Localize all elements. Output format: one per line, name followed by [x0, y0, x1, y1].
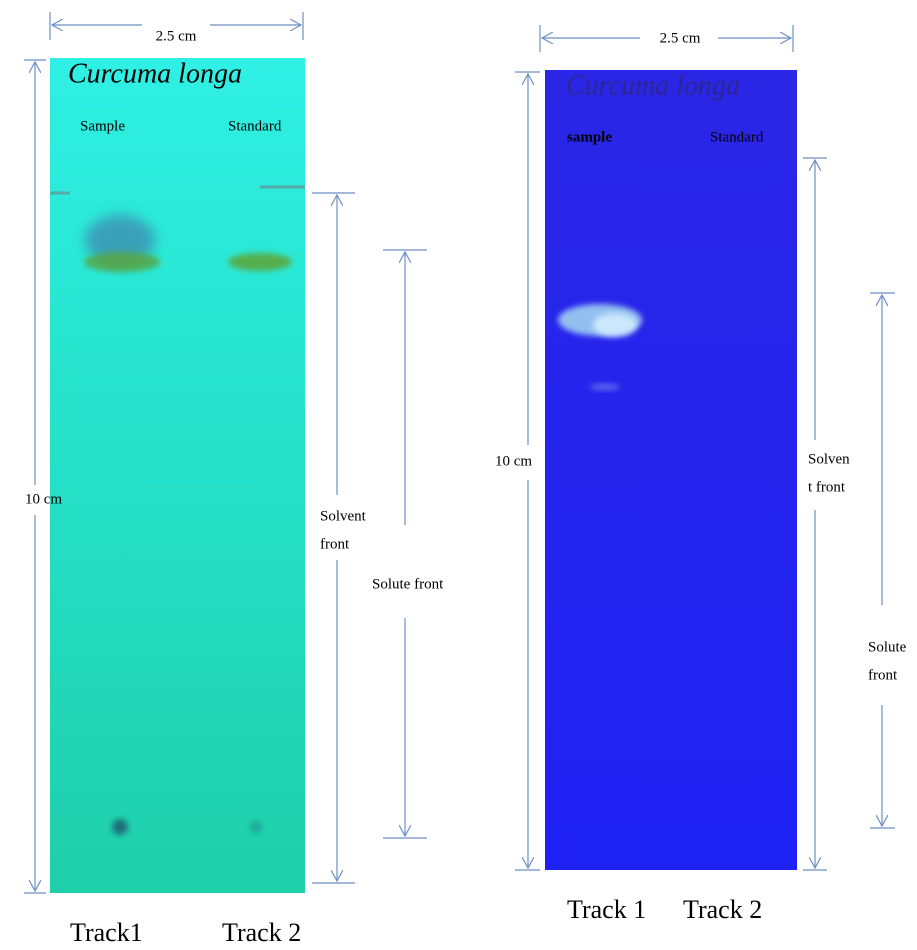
lane-label: sample: [567, 129, 612, 145]
shape: [228, 253, 292, 271]
plate-title: Curcuma longa: [68, 58, 242, 89]
height-label: 10 cm: [495, 453, 532, 469]
spots: [558, 304, 642, 390]
solute-front-label: Solute front: [372, 576, 444, 592]
tlc-plate: [50, 58, 305, 893]
track-label: Track1: [70, 918, 143, 947]
solvent-front-label: Solven: [808, 451, 850, 467]
shape: [593, 313, 637, 337]
track-label: Track 1: [567, 895, 646, 924]
solvent-front-label: t front: [808, 479, 846, 495]
shape: [112, 819, 128, 835]
solvent-front-label: front: [320, 536, 350, 552]
shape: [85, 215, 155, 265]
plate-title: Curcuma longa: [566, 70, 740, 101]
spots: [50, 185, 305, 835]
shape: [250, 821, 262, 833]
solvent-front-label: Solvent: [320, 508, 367, 524]
height-label: 10 cm: [25, 491, 62, 507]
lane-label: Sample: [80, 118, 125, 134]
lane-label: Standard: [228, 118, 282, 134]
width-label: 2.5 cm: [156, 28, 197, 44]
shape: [590, 384, 620, 390]
lane-label: Standard: [710, 129, 764, 145]
solute-front-label: front: [868, 667, 898, 683]
shape: [84, 252, 160, 272]
solute-front-label: Solute: [868, 639, 907, 655]
tlc-plate: [545, 70, 797, 870]
width-label: 2.5 cm: [660, 30, 701, 46]
track-label: Track 2: [222, 918, 301, 947]
track-label: Track 2: [683, 895, 762, 924]
